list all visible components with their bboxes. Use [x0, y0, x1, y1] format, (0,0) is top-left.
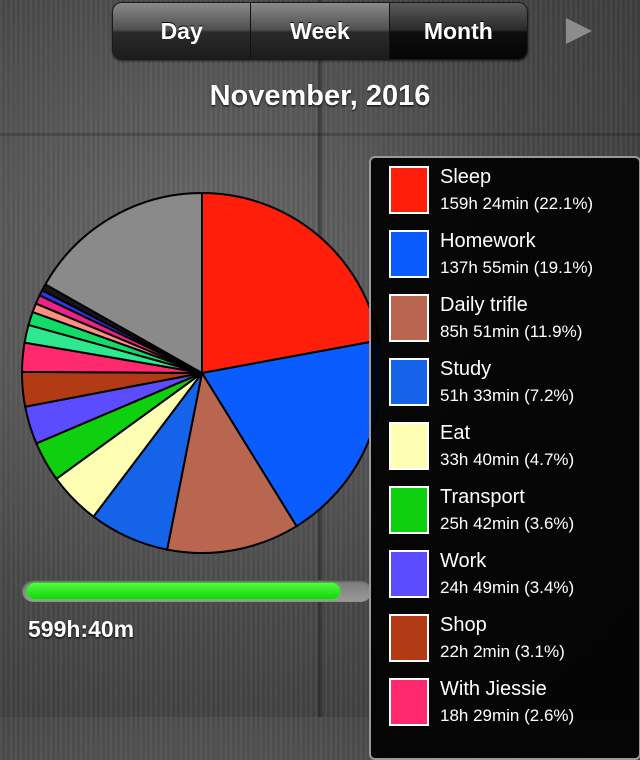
pie-slice	[44, 191, 203, 375]
play-arrow-icon[interactable]	[566, 18, 592, 44]
legend-item-name: Eat	[440, 422, 471, 444]
legend-item[interactable]: Work 24h 49min (3.4%)	[371, 542, 639, 606]
period-segmented-control: Day Week Month	[112, 2, 528, 60]
progress-fill	[27, 583, 340, 599]
legend-swatch	[389, 230, 429, 278]
legend-item-name: Work	[440, 550, 487, 572]
legend-item-name: Transport	[440, 486, 525, 508]
tab-month[interactable]: Month	[389, 3, 527, 59]
legend-item-name: Sleep	[440, 166, 492, 188]
pie-chart	[20, 191, 380, 554]
legend-item[interactable]: Eat 33h 40min (4.7%)	[371, 414, 639, 478]
legend-swatch	[389, 614, 429, 662]
legend-swatch	[389, 294, 429, 342]
legend-item-name: Daily trifle	[440, 294, 528, 316]
legend-item[interactable]: Homework 137h 55min (19.1%)	[371, 222, 639, 286]
pie-slice	[165, 370, 298, 554]
progress-bar	[22, 580, 372, 602]
legend-swatch	[389, 486, 429, 534]
tab-day[interactable]: Day	[113, 3, 252, 59]
legend-swatch	[389, 422, 429, 470]
legend-item-name: With Jiessie	[440, 678, 547, 700]
page-title: November, 2016	[209, 80, 431, 112]
tab-week[interactable]: Week	[251, 3, 390, 59]
legend-item-value: 24h 49min (3.4%)	[440, 578, 575, 597]
legend-item-value: 137h 55min (19.1%)	[440, 258, 594, 277]
legend-item[interactable]: Study 51h 33min (7.2%)	[371, 350, 639, 414]
legend-item[interactable]: With Jiessie 18h 29min (2.6%)	[371, 670, 639, 734]
legend-item-name: Study	[440, 358, 492, 380]
legend-item-value: 18h 29min (2.6%)	[440, 706, 575, 725]
legend-item-value: 159h 24min (22.1%)	[440, 194, 594, 213]
legend-item-value: 25h 42min (3.6%)	[440, 514, 575, 533]
legend-item[interactable]: Transport 25h 42min (3.6%)	[371, 478, 639, 542]
legend-item-value: 85h 51min (11.9%)	[440, 322, 583, 341]
total-time: 599h:40m	[28, 616, 135, 642]
legend-item-value: 51h 33min (7.2%)	[440, 386, 575, 405]
legend-item-name: Homework	[440, 230, 536, 252]
pie-slice	[200, 339, 380, 528]
legend-item[interactable]: Sleep 159h 24min (22.1%)	[371, 158, 639, 222]
legend-item[interactable]: Shop 22h 2min (3.1%)	[371, 606, 639, 670]
legend-item[interactable]: Daily trifle 85h 51min (11.9%)	[371, 286, 639, 350]
legend-swatch	[389, 358, 429, 406]
legend-panel[interactable]: Sleep 159h 24min (22.1%) Homework 137h 55mi…	[369, 156, 640, 760]
legend-item-value: 33h 40min (4.7%)	[440, 450, 575, 469]
legend-swatch	[389, 678, 429, 726]
legend-swatch	[389, 550, 429, 598]
legend-item-name: Shop	[440, 614, 487, 636]
legend-item-value: 22h 2min (3.1%)	[440, 642, 565, 661]
legend-swatch	[389, 166, 429, 214]
